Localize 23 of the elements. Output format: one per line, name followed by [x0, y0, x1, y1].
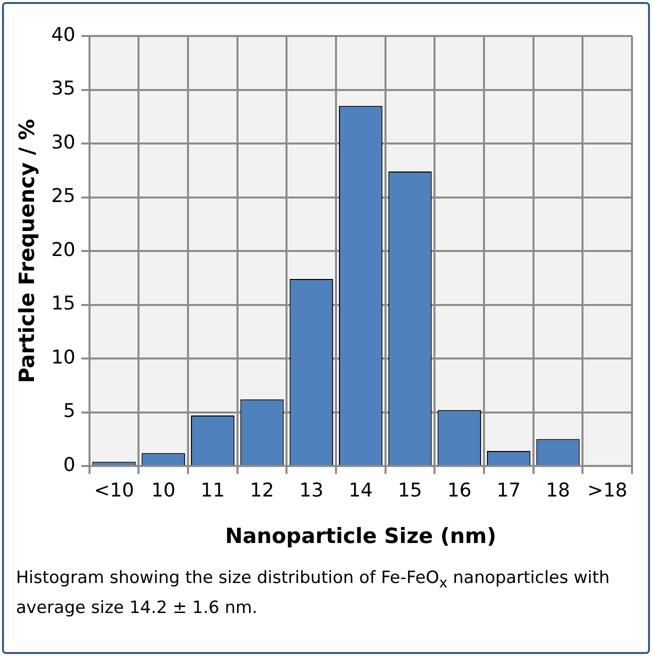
x-tick-label: 10 [151, 479, 176, 502]
y-tick-label: 20 [51, 238, 76, 261]
x-tick-label: 18 [546, 479, 570, 502]
x-tick-label: 11 [200, 479, 225, 502]
x-tick-label: 12 [250, 479, 274, 502]
x-tick-label: 17 [496, 479, 521, 502]
x-axis-title: Nanoparticle Size (nm) [225, 524, 496, 548]
x-tick-label: 14 [348, 479, 373, 502]
y-tick-label: 5 [63, 400, 76, 422]
x-tick-label: <10 [94, 479, 134, 502]
x-tick-label: 13 [299, 479, 324, 502]
y-tick-label: 10 [51, 346, 76, 368]
y-tick-label: 35 [51, 78, 76, 100]
y-tick-label: 15 [51, 292, 76, 315]
x-tick-label: 15 [398, 479, 422, 502]
y-tick-label: 30 [51, 131, 76, 154]
y-tick-label: 0 [63, 454, 76, 476]
x-tick-label: 16 [447, 479, 472, 502]
y-tick-label: 25 [51, 185, 76, 208]
text: Histogram showing the size distribution of Fe-FeO$_{x}$ nanoparticles with average size 14.2 ± 1.6 nm. [16, 568, 610, 618]
y-tick-label: 40 [51, 24, 76, 46]
x-tick-label: >18 [587, 479, 628, 502]
y-axis-title: Particle Frequency / % [15, 118, 40, 384]
